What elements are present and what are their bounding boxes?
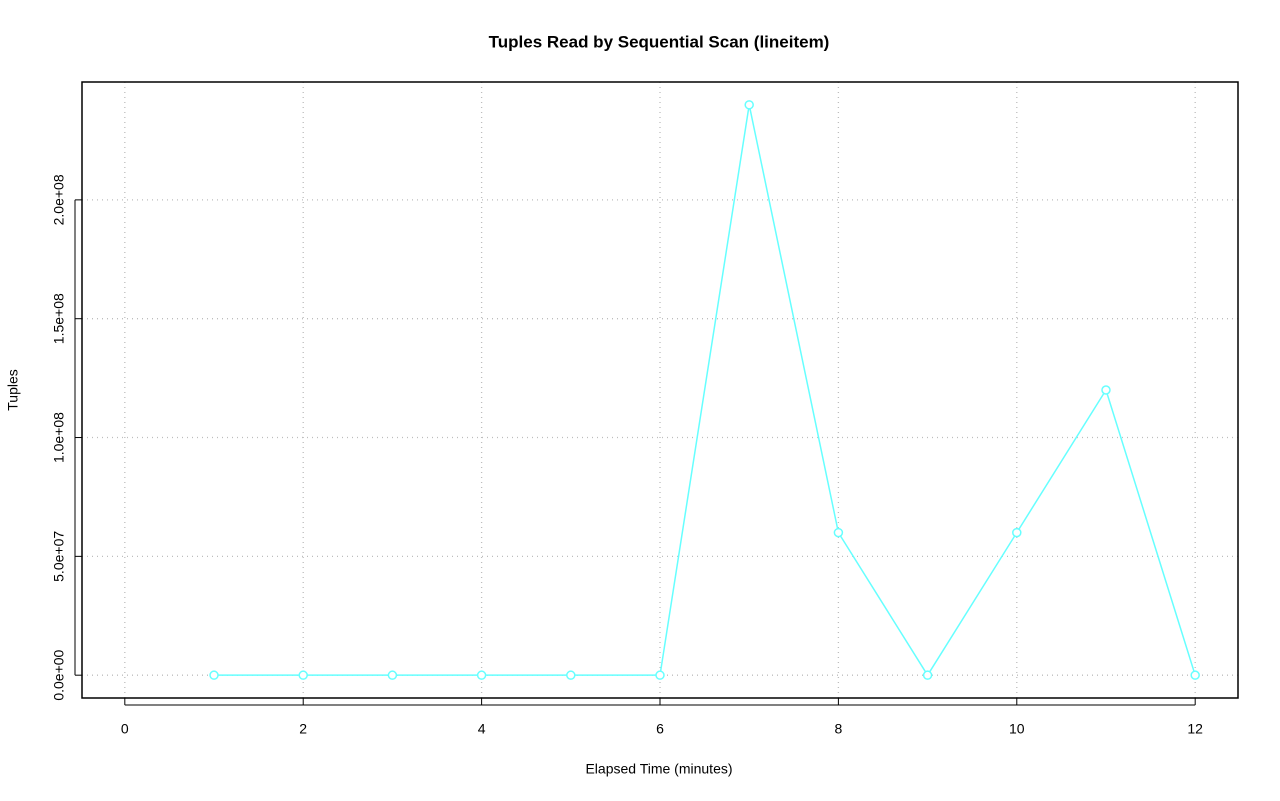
point [566,670,576,680]
point [922,670,933,680]
point [744,100,754,110]
x-tick-label: 4 [478,721,486,737]
x-tick-label: 8 [834,721,842,737]
x-tick-label: 2 [299,721,307,737]
point [1190,670,1200,680]
point [1012,527,1022,538]
y-tick-label: 0.0e+00 [51,649,67,700]
point [298,670,308,680]
chart-title: Tuples Read by Sequential Scan (lineitem… [489,32,830,51]
x-axis-title: Elapsed Time (minutes) [585,761,732,777]
series-line [214,104,1196,677]
x-tick-label: 12 [1187,721,1203,737]
point [387,670,398,680]
x-tick-label: 0 [121,721,129,737]
x-tick-label: 10 [1009,721,1025,737]
y-axis-title: Tuples [5,369,21,411]
point [1101,385,1111,395]
y-tick-label: 1.0e+08 [51,412,67,463]
point [476,670,487,680]
y-tick-label: 2.0e+08 [51,174,67,225]
point [655,670,665,680]
y-tick-label: 5.0e+07 [51,531,67,582]
y-tick-label: 1.5e+08 [51,293,67,344]
x-tick-label: 6 [656,721,664,737]
plot-frame [81,81,1239,699]
point [209,670,219,680]
point [833,527,844,538]
